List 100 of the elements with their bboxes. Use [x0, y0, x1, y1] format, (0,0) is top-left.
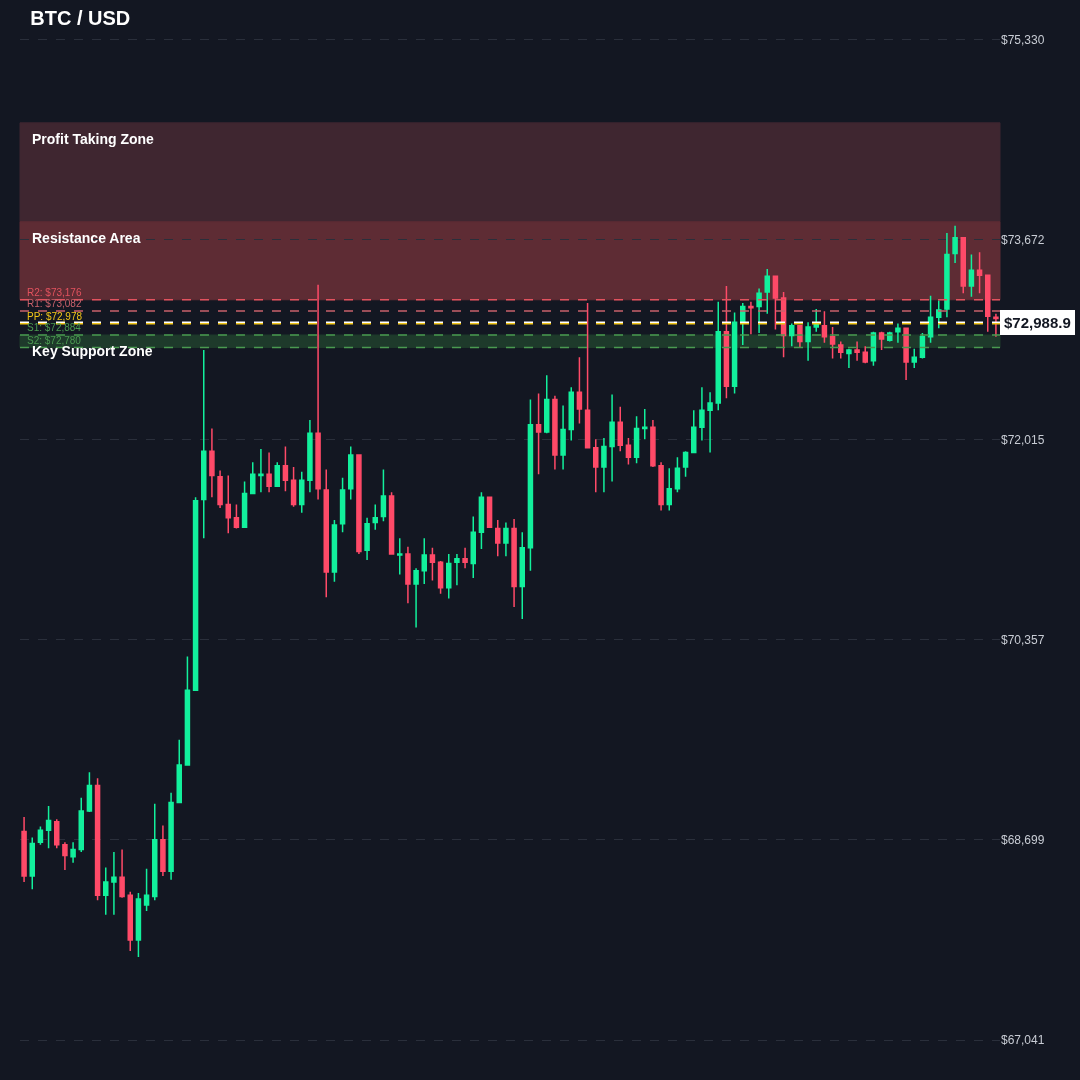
- candlestick: [217, 469, 223, 509]
- candlestick: [838, 340, 844, 360]
- candlestick: [789, 322, 795, 348]
- candlestick: [723, 285, 730, 399]
- candlestick: [119, 848, 125, 899]
- candlestick: [446, 553, 452, 600]
- candlestick: [380, 468, 387, 523]
- candlestick: [976, 251, 983, 294]
- ref-line-label: R2: $73,176: [27, 287, 82, 298]
- candlestick: [805, 321, 811, 362]
- candlestick: [511, 518, 517, 608]
- candlestick: [903, 327, 909, 381]
- candlestick: [45, 805, 52, 850]
- candlestick: [143, 868, 150, 912]
- candlestick: [421, 537, 427, 585]
- candlestick: [348, 445, 354, 501]
- candlestick: [486, 496, 493, 529]
- candlestick: [960, 236, 966, 294]
- candlestick: [772, 275, 779, 331]
- candlestick: [821, 310, 828, 344]
- candlestick: [756, 287, 762, 334]
- candlestick: [576, 356, 583, 425]
- ref-line-label: R1: $73,082: [27, 298, 82, 309]
- candlestick: [209, 427, 215, 498]
- candlestick: [454, 553, 460, 586]
- candlestick: [878, 331, 885, 351]
- candlestick: [233, 503, 240, 530]
- candlestick: [462, 547, 468, 570]
- candlestick: [470, 515, 476, 579]
- candlestick: [241, 480, 248, 529]
- y-tick-label: $73,672: [1001, 233, 1045, 248]
- candlestick: [813, 308, 819, 333]
- candlestick: [364, 516, 370, 561]
- candlestick: [985, 274, 991, 333]
- candlestick: [911, 347, 917, 369]
- candlestick: [658, 461, 664, 512]
- candlestick: [854, 340, 860, 362]
- candlestick: [731, 311, 738, 395]
- ref-line-label: $72,988.9: [1004, 314, 1071, 331]
- candlestick: [552, 395, 558, 471]
- candlestick: [388, 491, 395, 555]
- candlestick: [609, 393, 615, 483]
- candlestick: [682, 450, 689, 478]
- candlestick: [274, 461, 280, 488]
- candlestick: [299, 471, 305, 514]
- candlestick: [952, 224, 958, 264]
- candlestick: [829, 326, 836, 360]
- candlestick: [642, 408, 648, 440]
- candlestick: [160, 824, 166, 877]
- candlestick: [936, 299, 942, 329]
- candlestick: [895, 322, 901, 344]
- candlestick: [544, 374, 550, 434]
- candlestick: [503, 521, 509, 558]
- candlestick: [862, 345, 868, 364]
- candlestick: [290, 466, 297, 508]
- candlestick: [70, 841, 76, 864]
- candlestick: [282, 445, 289, 492]
- candlestick: [54, 818, 60, 850]
- candlestick: [560, 404, 566, 471]
- y-tick-label: $72,015: [1001, 433, 1045, 448]
- candlestick: [699, 386, 705, 442]
- ref-line-label: S1: $72,884: [27, 322, 82, 333]
- y-tick-label: $68,699: [1001, 833, 1045, 848]
- y-tick-label: $67,041: [1001, 1033, 1045, 1048]
- candlestick: [413, 567, 419, 629]
- band-label: Profit Taking Zone: [32, 131, 155, 147]
- candlestick: [495, 519, 501, 558]
- y-tick-label: $70,357: [1001, 633, 1045, 648]
- candlestick: [152, 802, 158, 901]
- candlestick: [78, 796, 84, 853]
- candlestick: [429, 547, 436, 582]
- candlestick: [127, 891, 133, 952]
- candlestick: [666, 467, 672, 512]
- y-tick-label: $75,330: [1001, 33, 1045, 48]
- candlestick: [331, 519, 338, 583]
- candlestick: [617, 405, 623, 453]
- candlestick: [944, 232, 950, 319]
- candlestick: [568, 386, 574, 442]
- candlestick: [405, 545, 411, 605]
- candlestick: [225, 474, 231, 535]
- candlestick: [519, 531, 525, 620]
- candlestick: [184, 655, 191, 766]
- candlestick: [397, 537, 403, 576]
- candlestick: [37, 825, 44, 846]
- candlestick: [62, 841, 68, 871]
- candlestick: [94, 777, 101, 901]
- candlestick: [339, 477, 346, 533]
- candlestick: [201, 349, 207, 539]
- candlestick: [715, 300, 721, 412]
- candlestick: [86, 771, 93, 813]
- ref-line-label: S2: $72,780: [27, 335, 82, 346]
- candlestick: [674, 456, 681, 494]
- candlestick: [266, 451, 272, 494]
- candlestick: [323, 468, 329, 599]
- candlestick: [927, 294, 934, 344]
- candlestick: [691, 409, 697, 454]
- candlestick: [29, 836, 35, 891]
- candlestick: [135, 892, 142, 958]
- candlestick: [192, 496, 199, 691]
- candlestick: [846, 347, 852, 369]
